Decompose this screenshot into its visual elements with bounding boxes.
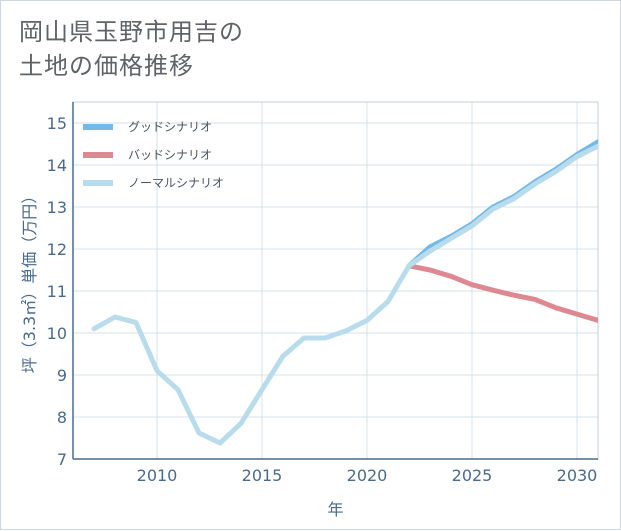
y-tick-label: 14 — [47, 156, 67, 175]
tick-labels: 7 8 9 10 11 12 13 14 15 2010 2015 2020 2025 2030 — [47, 114, 598, 485]
y-axis-label: 坪（3.3㎡）単価（万円） — [20, 188, 39, 373]
legend-label-good: グッドシナリオ — [128, 120, 212, 134]
chart-title-line2: 土地の価格推移 — [19, 52, 194, 80]
x-tick-label: 2020 — [347, 466, 388, 485]
y-tick-label: 15 — [47, 114, 67, 133]
y-tick-label: 12 — [47, 240, 67, 259]
y-tick-label: 13 — [47, 198, 67, 217]
x-tick-label: 2030 — [557, 466, 598, 485]
y-tick-label: 8 — [57, 408, 67, 427]
x-tick-label: 2025 — [452, 466, 493, 485]
grid-lines — [73, 102, 598, 460]
series-lines — [91, 139, 598, 446]
series-line-bad — [406, 263, 598, 323]
y-tick-label: 10 — [47, 324, 67, 343]
y-tick-label: 7 — [57, 450, 67, 469]
y-tick-label: 9 — [57, 366, 67, 385]
legend-label-normal: ノーマルシナリオ — [128, 176, 224, 190]
x-axis-label: 年 — [327, 500, 343, 519]
legend-label-bad: バッドシナリオ — [128, 148, 212, 162]
chart-title-line1: 岡山県玉野市用吉の — [19, 18, 244, 46]
axes — [72, 101, 599, 460]
y-tick-label: 11 — [47, 282, 67, 301]
chart-title: 岡山県玉野市用吉の 土地の価格推移 — [19, 15, 244, 83]
x-tick-label: 2010 — [137, 466, 178, 485]
series-line-normal — [91, 143, 598, 446]
x-tick-label: 2015 — [242, 466, 283, 485]
